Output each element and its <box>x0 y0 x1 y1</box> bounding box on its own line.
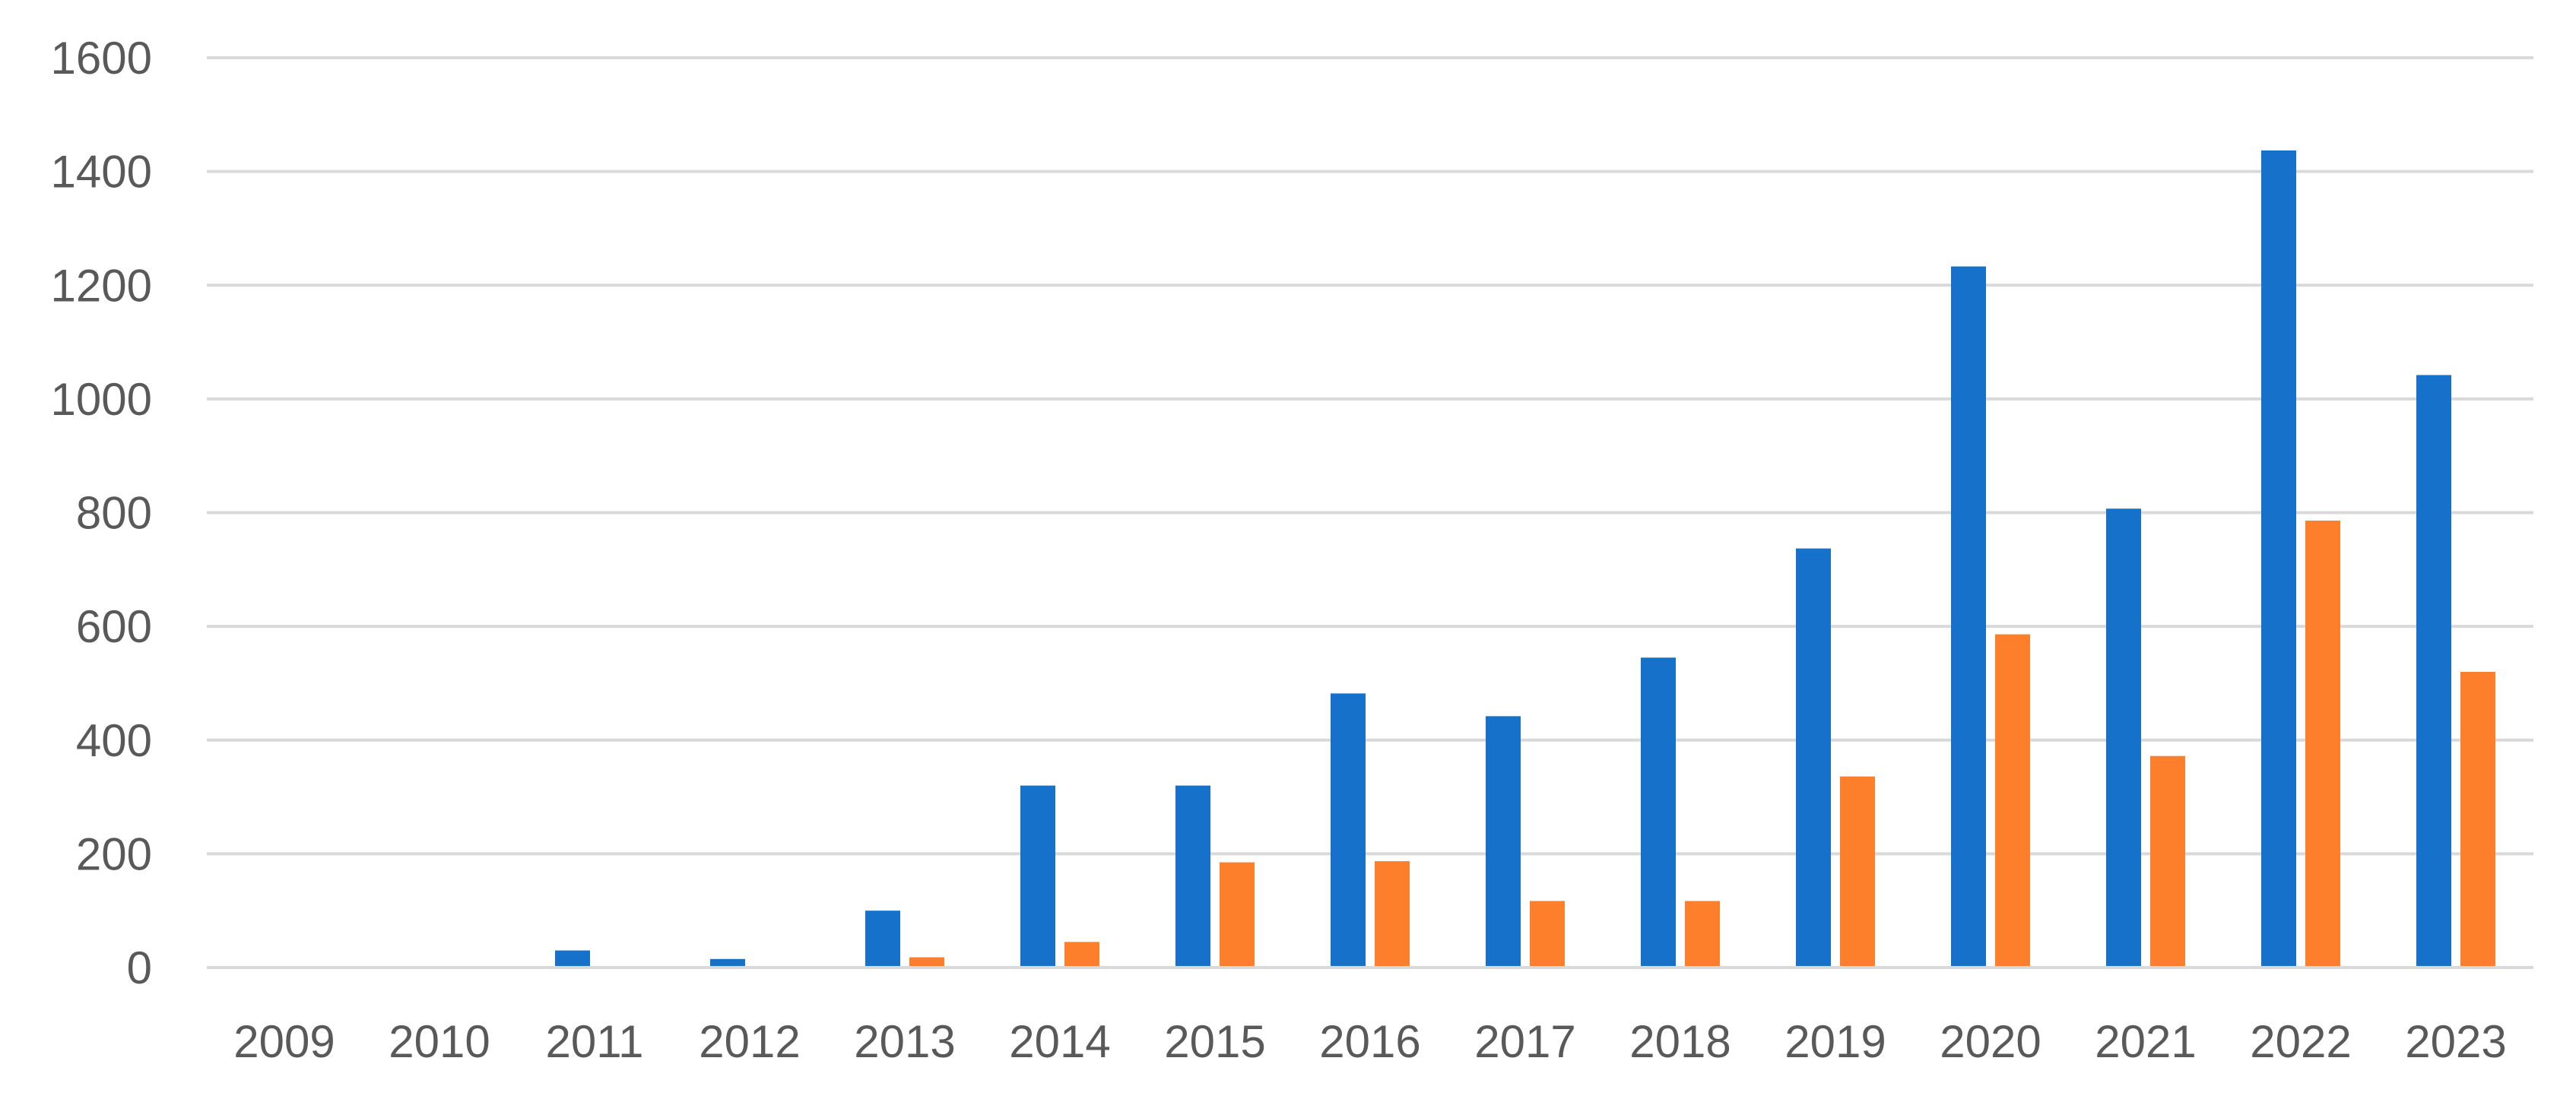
y-tick-label: 0 <box>127 942 152 993</box>
x-tick-label: 2021 <box>2095 1016 2196 1067</box>
x-tick-label: 2011 <box>545 1016 643 1067</box>
y-tick-label: 200 <box>76 828 152 879</box>
bar-2013-series-1 <box>865 911 900 968</box>
bar-2014-series-2 <box>1064 942 1099 968</box>
bar-2013-series-2 <box>909 957 944 968</box>
y-tick-label: 1000 <box>51 374 152 425</box>
gridlines <box>207 56 2533 856</box>
bar-2012-series-1 <box>710 958 745 968</box>
y-tick-label: 1600 <box>51 33 152 84</box>
x-tick-label: 2010 <box>389 1016 490 1067</box>
y-tick-label: 800 <box>76 488 152 539</box>
bar-2017-series-1 <box>1486 716 1521 968</box>
x-tick-label: 2022 <box>2250 1016 2351 1067</box>
bar-2015-series-2 <box>1220 862 1255 968</box>
bar-2020-series-1 <box>1951 266 1986 968</box>
x-tick-label: 2018 <box>1629 1016 1731 1067</box>
bar-2017-series-2 <box>1530 901 1565 968</box>
bar-2016-series-1 <box>1331 693 1366 968</box>
bars <box>555 150 2495 968</box>
x-tick-label: 2016 <box>1319 1016 1420 1067</box>
bar-2019-series-1 <box>1796 548 1831 968</box>
x-tick-label: 2009 <box>233 1016 335 1067</box>
bar-2021-series-1 <box>2106 508 2141 968</box>
bar-2023-series-2 <box>2460 671 2495 968</box>
x-axis-tick-labels: 2009 2010 2011 2012 2013 2014 2015 2016 2017 2018… <box>233 1016 2506 1067</box>
x-tick-label: 2015 <box>1164 1016 1265 1067</box>
bar-2019-series-2 <box>1840 776 1875 968</box>
x-tick-label: 2023 <box>2405 1016 2506 1067</box>
y-axis-tick-labels: 0 200 400 600 800 1000 1200 1400 1600 <box>51 33 152 993</box>
y-tick-label: 1400 <box>51 147 152 198</box>
bar-2011-series-1 <box>555 950 590 968</box>
x-tick-label: 2020 <box>1940 1016 2041 1067</box>
bar-2014-series-1 <box>1020 785 1055 968</box>
bar-2022-series-1 <box>2261 150 2296 968</box>
y-tick-label: 400 <box>76 715 152 766</box>
bar-2022-series-2 <box>2305 520 2340 968</box>
bar-2018-series-1 <box>1641 657 1676 968</box>
bar-2023-series-1 <box>2416 375 2451 968</box>
x-tick-label: 2017 <box>1474 1016 1575 1067</box>
bar-2018-series-2 <box>1685 901 1720 968</box>
bar-2020-series-2 <box>1995 634 2030 968</box>
y-tick-label: 600 <box>76 601 152 652</box>
y-tick-label: 1200 <box>51 260 152 311</box>
x-tick-label: 2019 <box>1784 1016 1886 1067</box>
bar-2021-series-2 <box>2150 755 2185 968</box>
bar-2016-series-2 <box>1375 861 1410 968</box>
x-tick-label: 2014 <box>1009 1016 1110 1067</box>
x-tick-label: 2012 <box>699 1016 800 1067</box>
bar-2015-series-1 <box>1175 785 1210 968</box>
x-tick-label: 2013 <box>854 1016 955 1067</box>
